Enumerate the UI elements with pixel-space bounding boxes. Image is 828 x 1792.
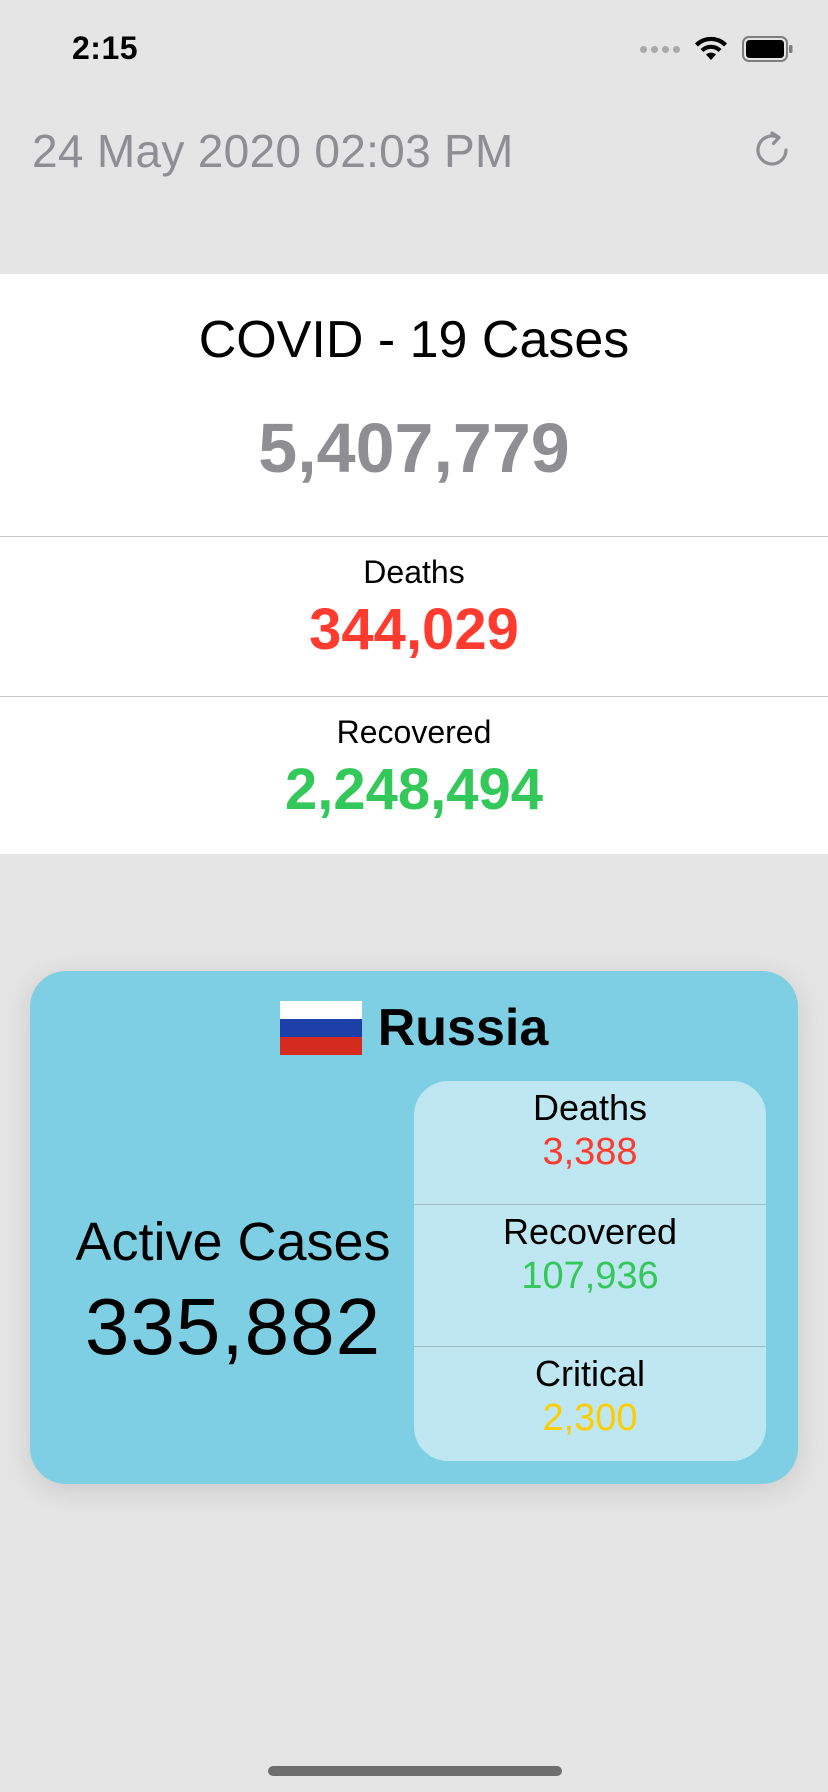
refresh-icon xyxy=(756,131,788,166)
country-critical-label: Critical xyxy=(534,1353,645,1394)
country-critical-value: 2,300 xyxy=(542,1397,638,1439)
country-deaths-label: Deaths xyxy=(532,1087,648,1128)
country-stats-panel: Deaths 3,388 Recovered 107,936 Critical … xyxy=(414,1081,766,1461)
global-recovered-value: 2,248,494 xyxy=(284,757,544,822)
country-deaths-row: Deaths 3,388 xyxy=(414,1081,766,1222)
last-updated-date: 24 May 2020 02:03 PM xyxy=(32,125,514,177)
status-time: 2:15 xyxy=(72,30,139,66)
country-critical-row: Critical 2,300 xyxy=(414,1347,766,1461)
divider xyxy=(414,1346,766,1347)
divider xyxy=(0,536,828,537)
global-title: COVID - 19 Cases xyxy=(198,311,630,369)
country-card[interactable]: Russia Active Cases 335,882 Deaths 3,388… xyxy=(30,971,798,1484)
divider xyxy=(414,1204,766,1205)
country-recovered-row: Recovered 107,936 xyxy=(414,1205,766,1346)
country-header: Russia xyxy=(30,993,798,1063)
active-cases-block: Active Cases 335,882 xyxy=(58,1211,408,1373)
active-cases-value: 335,882 xyxy=(84,1282,382,1371)
country-recovered-value: 107,936 xyxy=(521,1255,659,1297)
country-deaths-value: 3,388 xyxy=(542,1131,638,1173)
global-deaths-label: Deaths xyxy=(363,554,465,590)
refresh-button[interactable] xyxy=(746,124,798,176)
wifi-icon xyxy=(695,36,727,60)
status-icons xyxy=(640,36,794,62)
global-total-cases: 5,407,779 xyxy=(258,409,570,487)
active-cases-label: Active Cases xyxy=(75,1212,391,1272)
divider xyxy=(0,696,828,697)
global-recovered-label: Recovered xyxy=(336,714,492,750)
battery-icon xyxy=(742,36,793,62)
global-summary-card: COVID - 19 Cases 5,407,779 Deaths 344,02… xyxy=(0,274,828,854)
country-recovered-label: Recovered xyxy=(502,1211,678,1252)
cellular-signal-icon xyxy=(640,45,680,53)
home-indicator[interactable] xyxy=(268,1766,562,1776)
russia-flag-icon xyxy=(279,1001,362,1055)
global-deaths-value: 344,029 xyxy=(309,597,519,662)
country-name: Russia xyxy=(377,999,549,1057)
status-bar: 2:15 xyxy=(0,0,828,100)
